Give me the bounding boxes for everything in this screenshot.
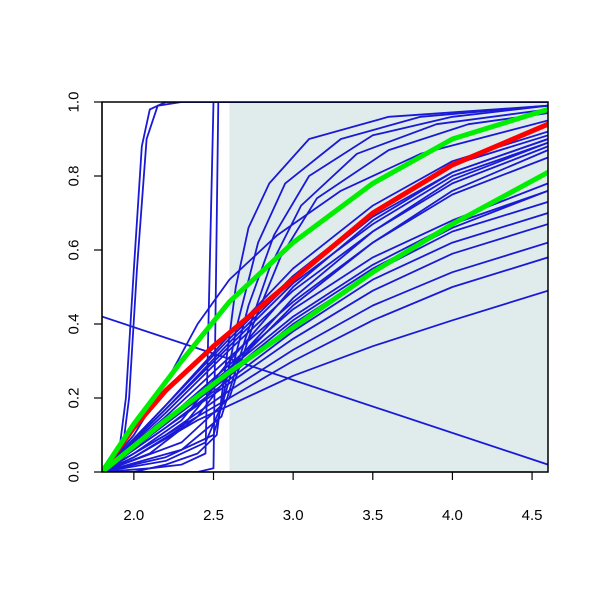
y-tick-label: 1.0 [66, 92, 83, 113]
thick-series-line-2 [102, 169, 548, 472]
y-tick-label: 0.0 [66, 462, 83, 483]
thin-series-line-5 [102, 102, 548, 472]
thin-series-line-22 [102, 189, 548, 472]
thin-series-line-29 [102, 138, 548, 472]
thick-series-line-1 [102, 106, 548, 472]
y-tick-label: 0.4 [66, 314, 83, 335]
thin-series-line-7 [102, 104, 548, 472]
thick-series-line-0 [102, 121, 548, 472]
x-tick-label: 2.5 [203, 507, 224, 524]
x-tick-label: 4.0 [442, 507, 463, 524]
thin-series-line-28 [102, 130, 548, 472]
thin-series-line-30 [102, 141, 548, 472]
shaded-region [229, 102, 548, 472]
series-layer [102, 102, 548, 472]
thin-series-line-23 [102, 156, 548, 472]
y-tick-label: 0.8 [66, 166, 83, 187]
y-tick-label: 0.6 [66, 240, 83, 261]
x-tick-label: 3.5 [362, 507, 383, 524]
thin-series-line-18 [102, 212, 548, 472]
x-tick-label: 4.5 [522, 507, 543, 524]
thin-series-line-24 [102, 145, 548, 472]
x-tick-label: 3.0 [283, 507, 304, 524]
x-tick-label: 2.0 [123, 507, 144, 524]
y-tick-label: 0.2 [66, 388, 83, 409]
thin-series-line-31 [102, 149, 548, 472]
y-axis: 0.0 0.2 0.4 0.6 0.8 1.0 [66, 92, 103, 483]
thin-series-line-10 [102, 108, 548, 472]
x-axis: 2.0 2.5 3.0 3.5 4.0 4.5 [123, 471, 543, 524]
thin-series-line-13 [102, 315, 548, 466]
thin-series-line-6 [102, 102, 548, 472]
thin-series-line-16 [102, 241, 548, 472]
